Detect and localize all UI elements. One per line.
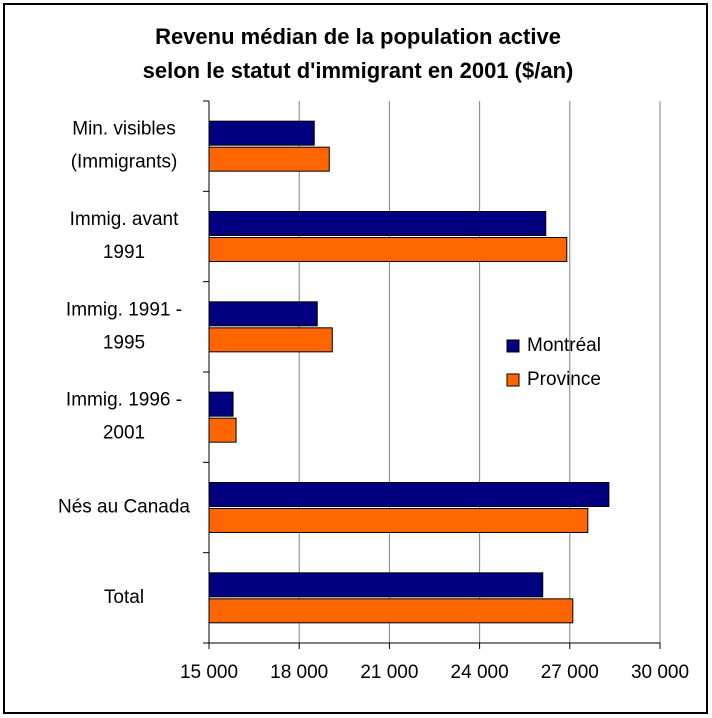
bar [208, 391, 234, 417]
bar [208, 237, 568, 262]
x-tick-label: 15 000 [180, 662, 238, 683]
bar [208, 572, 544, 598]
chart-title: Revenu médian de la population active [155, 24, 561, 49]
y-tick-label: 1995 [103, 332, 145, 353]
y-tick-label: Min. visibles [72, 119, 175, 140]
y-tick-label: Immig. 1991 - [66, 299, 182, 320]
chart-title: selon le statut d'immigrant en 2001 ($/a… [143, 58, 574, 83]
x-tick-label: 27 000 [541, 662, 599, 683]
x-tick-label: 21 000 [360, 662, 418, 683]
legend-swatch [506, 373, 520, 387]
legend-label: Montréal [527, 335, 601, 356]
x-tick-label: 30 000 [631, 662, 689, 683]
y-tick-label: (Immigrants) [71, 152, 178, 173]
bar [208, 327, 333, 353]
legend-label: Province [527, 369, 601, 390]
y-tick-label: Total [104, 587, 144, 608]
bar [208, 417, 237, 443]
y-tick-label: 2001 [103, 423, 145, 444]
bar [208, 598, 574, 624]
x-tick-label: 24 000 [451, 662, 509, 683]
x-tick-label: 18 000 [270, 662, 328, 683]
y-tick-label: Nés au Canada [58, 497, 190, 518]
bar [208, 482, 610, 507]
y-tick-label: Immig. avant [70, 209, 179, 230]
legend-swatch [506, 339, 520, 353]
y-tick-label: 1991 [103, 242, 145, 263]
y-tick-label: Immig. 1996 - [66, 390, 182, 411]
bar [208, 301, 318, 327]
bar [208, 120, 315, 146]
bar [208, 211, 547, 236]
bar [208, 146, 330, 172]
bar [208, 508, 589, 533]
